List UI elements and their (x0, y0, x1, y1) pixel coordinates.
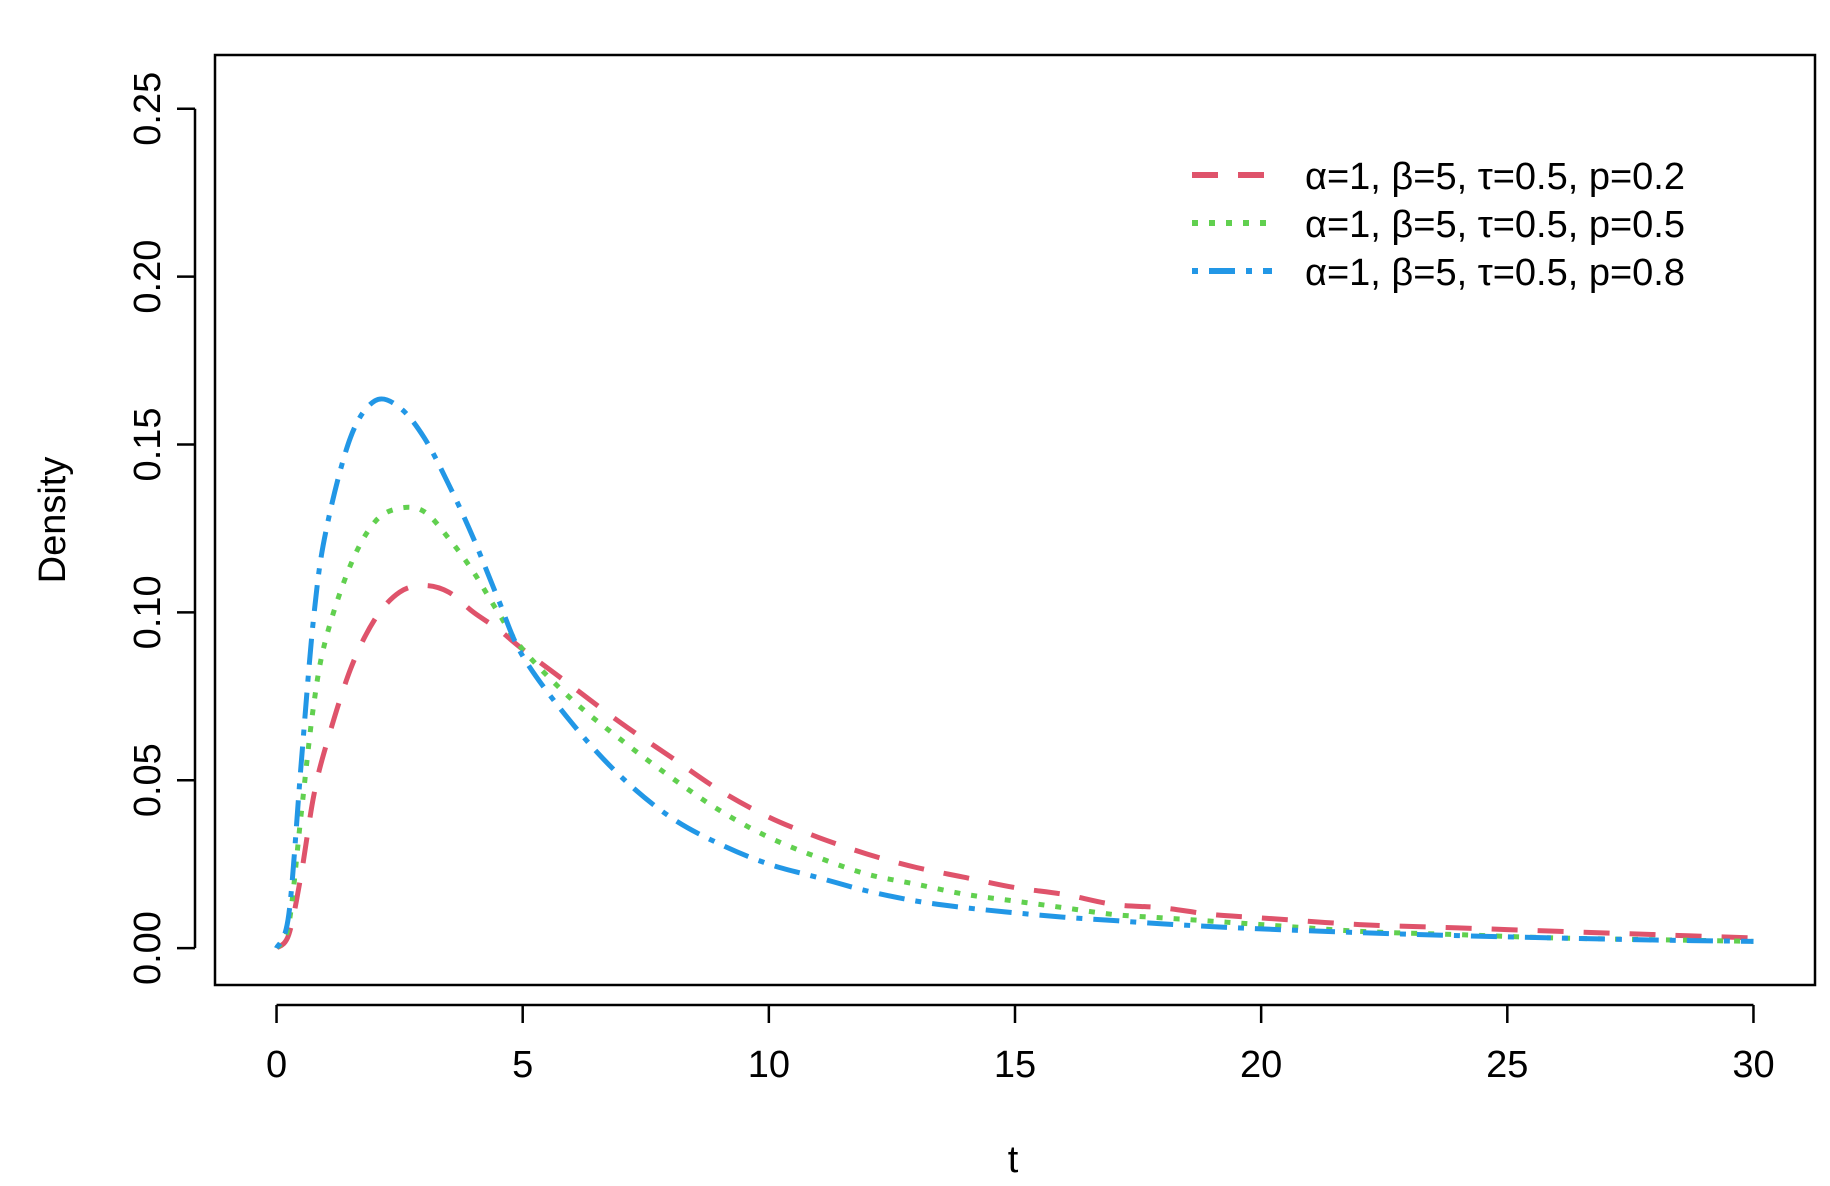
y-tick-label: 0.00 (127, 911, 169, 985)
x-tick-label: 25 (1486, 1044, 1528, 1086)
x-tick-label: 10 (748, 1044, 790, 1086)
legend-label-1: α=1, β=5, τ=0.5, p=0.2 (1305, 156, 1685, 198)
y-tick-label: 0.20 (127, 240, 169, 314)
x-tick-label: 30 (1732, 1044, 1774, 1086)
y-axis: 0.00 0.05 0.10 0.15 0.20 0.25 (127, 72, 197, 985)
legend-label-3: α=1, β=5, τ=0.5, p=0.8 (1305, 252, 1685, 294)
y-axis-title: Density (32, 457, 74, 584)
x-tick-label: 5 (512, 1044, 533, 1086)
x-tick-label: 20 (1240, 1044, 1282, 1086)
legend: α=1, β=5, τ=0.5, p=0.2 α=1, β=5, τ=0.5, … (1192, 156, 1685, 294)
series-layer (274, 396, 1754, 951)
y-tick-label: 0.15 (127, 407, 169, 481)
legend-label-2: α=1, β=5, τ=0.5, p=0.5 (1305, 204, 1685, 246)
plot-frame (213, 53, 1817, 987)
y-tick-label: 0.05 (127, 743, 169, 817)
x-axis-title: t (1008, 1139, 1019, 1181)
x-axis: 0 5 10 15 20 25 30 (266, 1003, 1775, 1086)
x-tick-label: 0 (266, 1044, 287, 1086)
series-line-3 (274, 396, 1754, 950)
series-line-1 (274, 582, 1754, 951)
y-tick-label: 0.25 (127, 72, 169, 146)
y-tick-label: 0.10 (127, 575, 169, 649)
series-line-2 (274, 504, 1754, 950)
x-tick-label: 15 (994, 1044, 1036, 1086)
